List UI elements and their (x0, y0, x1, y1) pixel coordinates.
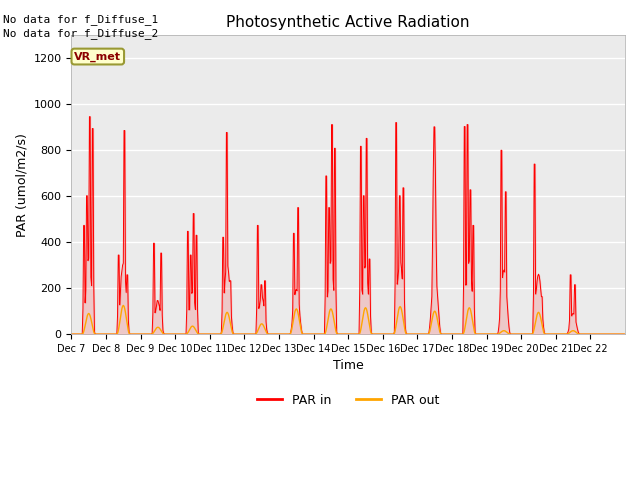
PAR in (68, 331, 76, 337)
PAR out (235, 331, 243, 337)
Legend: PAR in, PAR out: PAR in, PAR out (252, 389, 445, 411)
PAR in (86, 114, 94, 120)
PAR out (133, 331, 141, 337)
Text: VR_met: VR_met (74, 51, 122, 62)
PAR in (235, 331, 243, 337)
PAR out (68, 331, 76, 337)
PAR in (262, 319, 270, 324)
PAR in (620, 331, 628, 337)
Text: No data for f_Diffuse_1: No data for f_Diffuse_1 (3, 13, 159, 24)
Line: PAR in: PAR in (72, 117, 624, 334)
Y-axis label: PAR (umol/m2/s): PAR (umol/m2/s) (15, 133, 28, 237)
PAR in (133, 331, 141, 337)
Text: No data for f_Diffuse_2: No data for f_Diffuse_2 (3, 28, 159, 39)
PAR out (436, 331, 444, 336)
PAR in (406, 331, 413, 337)
PAR in (436, 329, 444, 335)
PAR out (620, 331, 628, 337)
Line: PAR out: PAR out (72, 305, 624, 334)
PAR out (262, 329, 270, 335)
X-axis label: Time: Time (333, 360, 364, 372)
Title: Photosynthetic Active Radiation: Photosynthetic Active Radiation (227, 15, 470, 30)
PAR in (283, 331, 291, 337)
PAR out (406, 331, 413, 337)
PAR out (283, 331, 291, 337)
PAR out (120, 302, 127, 308)
